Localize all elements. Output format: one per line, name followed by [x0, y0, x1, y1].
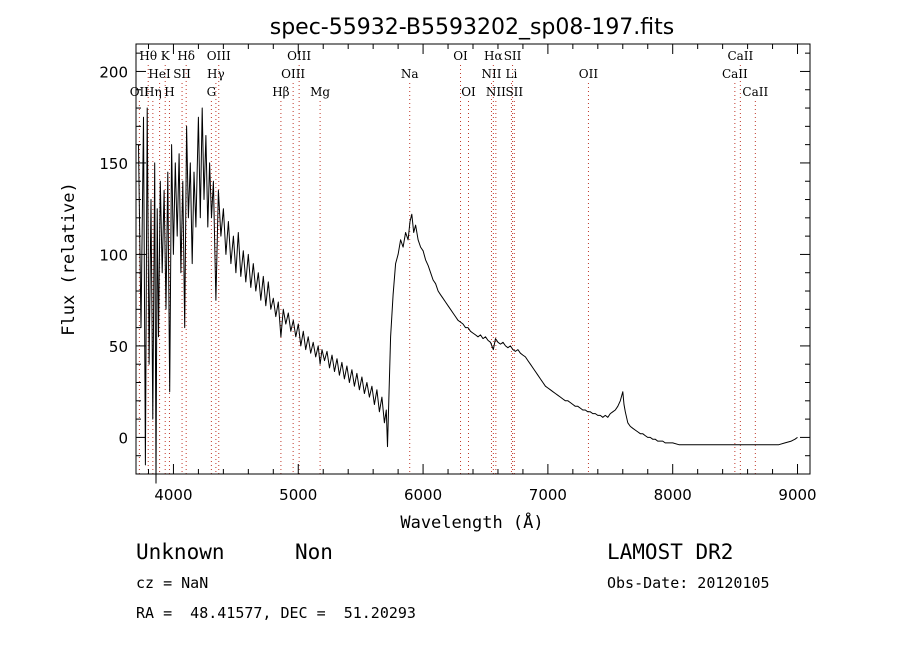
line-marker-label: Mg: [310, 85, 330, 99]
line-marker-label: SII: [173, 67, 191, 81]
line-marker-label: G: [207, 85, 217, 99]
line-marker-label: CaII: [742, 85, 768, 99]
chart-title: spec-55932-B5593202_sp08-197.fits: [270, 15, 675, 40]
line-marker-label: NII: [481, 67, 501, 81]
survey-label: LAMOST DR2: [607, 540, 734, 564]
x-tick-label: 9000: [778, 486, 816, 504]
y-axis-label: Flux (relative): [59, 182, 79, 336]
x-axis-label: Wavelength (Å): [400, 511, 543, 533]
line-marker-label: OII: [579, 67, 599, 81]
y-tick-label: 200: [99, 63, 128, 81]
x-ticks: 4000 5000 6000 7000 8000 9000: [147, 44, 817, 504]
line-marker-label: Hγ: [207, 67, 225, 81]
y-tick-label: 150: [99, 155, 128, 173]
line-marker-label: OI: [461, 85, 476, 99]
subclass-label: Non: [295, 540, 333, 564]
line-marker-label: Hβ: [272, 85, 289, 99]
plot-frame: [135, 43, 811, 475]
line-marker-label: Na: [401, 67, 419, 81]
line-marker-label: SII: [504, 49, 522, 63]
y-tick-label: 0: [118, 429, 128, 447]
line-marker-label: OII: [130, 85, 150, 99]
line-marker-label: OIII: [281, 67, 305, 81]
x-tick-label: 7000: [529, 486, 567, 504]
line-marker-label: OI: [453, 49, 468, 63]
line-marker-label: Li: [506, 67, 518, 81]
line-marker-label: OIII: [207, 49, 231, 63]
redshift-text: cz = NaN: [136, 574, 209, 592]
line-marker-label: HeI: [148, 67, 171, 81]
line-marker-label: CaII: [722, 67, 748, 81]
line-marker-label: OIII: [287, 49, 311, 63]
line-marker-label: K: [161, 49, 171, 63]
line-marker-label: SII: [505, 85, 523, 99]
x-tick-label: 4000: [154, 486, 192, 504]
line-marker-label: Hα: [484, 49, 503, 63]
x-tick-label: 6000: [404, 486, 442, 504]
line-marker-label: Hθ: [139, 49, 157, 63]
y-tick-label: 50: [109, 338, 128, 356]
line-marker-label: Hη: [144, 85, 162, 99]
line-marker-label: H: [164, 85, 174, 99]
line-marker-label: Hδ: [177, 49, 195, 63]
class-label: Unknown: [136, 540, 225, 564]
ra-dec-text: RA = 48.41577, DEC = 51.20293: [136, 604, 416, 622]
line-marker-label: NII: [486, 85, 506, 99]
x-tick-label: 5000: [279, 486, 317, 504]
obs-date-text: Obs-Date: 20120105: [607, 574, 770, 592]
spectrum-line: [138, 107, 798, 484]
line-marker-label: CaII: [727, 49, 753, 63]
y-tick-label: 100: [99, 246, 128, 264]
x-tick-label: 8000: [654, 486, 692, 504]
y-ticks: 0 50 100 150 200: [99, 52, 810, 457]
